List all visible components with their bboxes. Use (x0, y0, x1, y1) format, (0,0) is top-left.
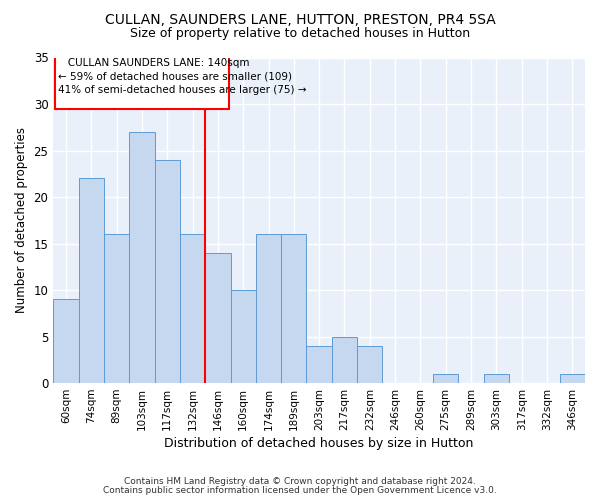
Bar (484, 374, 509, 383)
X-axis label: Distribution of detached houses by size in Hutton: Distribution of detached houses by size … (164, 437, 474, 450)
Bar (230, 290, 256, 383)
Bar (155, 160, 180, 383)
Bar (104, 234, 129, 383)
Text: CULLAN SAUNDERS LANE: 140sqm
← 59% of detached houses are smaller (109)
41% of s: CULLAN SAUNDERS LANE: 140sqm ← 59% of de… (58, 58, 307, 95)
Bar (55, 56, 229, 108)
Bar (332, 336, 357, 383)
Text: CULLAN, SAUNDERS LANE, HUTTON, PRESTON, PR4 5SA: CULLAN, SAUNDERS LANE, HUTTON, PRESTON, … (104, 12, 496, 26)
Bar (180, 234, 205, 383)
Bar (129, 132, 155, 383)
Text: Size of property relative to detached houses in Hutton: Size of property relative to detached ho… (130, 28, 470, 40)
Bar (433, 374, 458, 383)
Bar (79, 178, 104, 383)
Bar (560, 374, 585, 383)
Bar (307, 346, 332, 383)
Bar (256, 234, 281, 383)
Bar (281, 234, 307, 383)
Bar (53, 300, 79, 383)
Text: Contains public sector information licensed under the Open Government Licence v3: Contains public sector information licen… (103, 486, 497, 495)
Text: Contains HM Land Registry data © Crown copyright and database right 2024.: Contains HM Land Registry data © Crown c… (124, 477, 476, 486)
Y-axis label: Number of detached properties: Number of detached properties (15, 128, 28, 314)
Bar (205, 253, 230, 383)
Bar (357, 346, 382, 383)
